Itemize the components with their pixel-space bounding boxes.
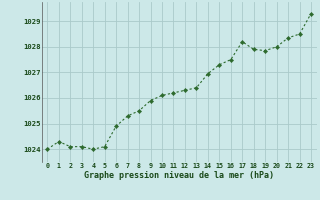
X-axis label: Graphe pression niveau de la mer (hPa): Graphe pression niveau de la mer (hPa)	[84, 170, 274, 180]
